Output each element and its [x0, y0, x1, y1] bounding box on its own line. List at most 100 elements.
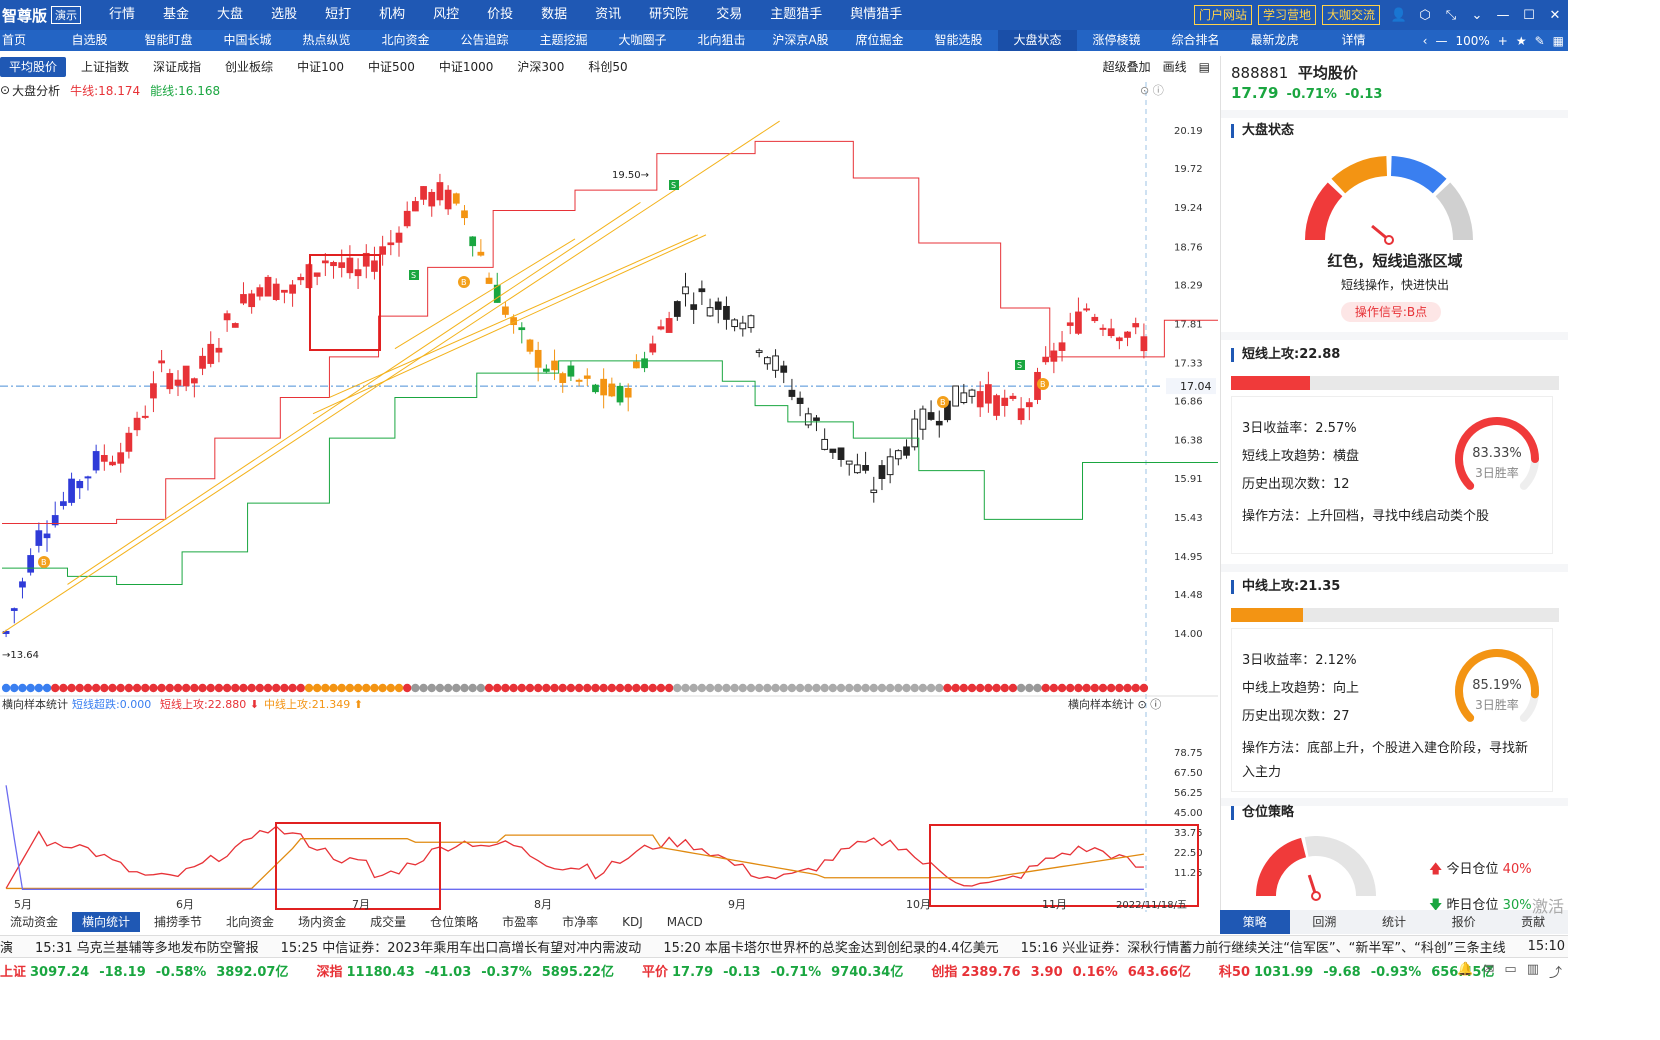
state-dot — [362, 683, 371, 693]
subtab-item[interactable]: 上证指数 — [81, 60, 130, 74]
news-item[interactable]: 15:10 ! — [1527, 939, 1568, 954]
trend-icon[interactable]: ⤴ — [1548, 966, 1562, 981]
tab-item[interactable]: 主题挖掘 — [539, 33, 588, 47]
menu-item[interactable]: 交易 — [716, 7, 743, 22]
tab-item[interactable]: 北向狙击 — [697, 33, 746, 47]
tab-item[interactable]: 大咖圈子 — [618, 33, 667, 47]
subtab-item[interactable]: 平均股价 — [0, 57, 67, 77]
indicator-tab[interactable]: 横向统计 — [72, 912, 141, 932]
maximize-icon[interactable]: ☐ — [1523, 7, 1535, 23]
chevron-down-icon[interactable]: ⌄ — [1471, 7, 1483, 23]
dropdown-icon[interactable]: ⊙ — [0, 83, 11, 97]
menu-item[interactable]: 行情 — [109, 7, 136, 22]
news-item[interactable]: 15:31 乌克兰基辅等多地发布防空警报 — [35, 941, 259, 956]
main-chart[interactable]: 20.19 19.72 19.24 18.76 18.29 17.81 17.33 16.86… — [0, 82, 1218, 912]
news-item[interactable]: 15:25 中信证券：2023年乘用车出口高增长有望对冲内需波动 — [280, 941, 642, 956]
tab-item[interactable]: 席位掘金 — [855, 33, 904, 47]
tab-item[interactable]: 智能盯盘 — [144, 33, 193, 47]
zoom-in-icon[interactable]: + — [1497, 33, 1508, 48]
settings-icon[interactable]: ⬡ — [1419, 7, 1431, 23]
menu-item[interactable]: 价投 — [487, 7, 514, 22]
pen-icon[interactable]: ✎ — [1534, 33, 1545, 48]
indicator-tab[interactable]: 北向资金 — [226, 915, 275, 929]
subtab-item[interactable]: 中证1000 — [438, 60, 494, 74]
super-overlay-button[interactable]: 超级叠加 — [1102, 60, 1151, 74]
subtab-item[interactable]: 中证100 — [297, 60, 344, 74]
grid-icon[interactable]: ▤ — [1198, 60, 1210, 74]
tab-item[interactable]: 热点纵览 — [302, 33, 351, 47]
news-item[interactable]: 演 — [0, 941, 14, 956]
bell-icon[interactable]: 🔔 — [1457, 962, 1474, 977]
indicator-tab[interactable]: KDJ — [622, 915, 643, 929]
indicator-tab[interactable]: MACD — [666, 915, 703, 929]
indicator-tab[interactable]: 流动资金 — [10, 915, 59, 929]
tab-item[interactable]: 涨停棱镜 — [1092, 33, 1141, 47]
menu-item[interactable]: 短打 — [325, 7, 352, 22]
state-dot — [648, 683, 657, 693]
monitor-icon[interactable]: ▭ — [1504, 962, 1517, 977]
indicator-tab[interactable]: 成交量 — [370, 915, 407, 929]
menu-item[interactable]: 大盘 — [217, 7, 244, 22]
indicator-tab[interactable]: 市净率 — [562, 915, 599, 929]
menu-item[interactable]: 研究院 — [649, 7, 689, 22]
subtab-item[interactable]: 沪深300 — [517, 60, 565, 74]
mail-icon[interactable]: ✉ — [1483, 962, 1495, 977]
index-quote[interactable]: 创指 2389.76 3.90 0.16% 643.66亿 — [931, 961, 1201, 980]
right-tab[interactable]: 报价 — [1451, 915, 1476, 929]
menu-item[interactable]: 基金 — [163, 7, 190, 22]
tab-item[interactable]: 中国长城 — [223, 33, 272, 47]
chevron-left-icon[interactable]: ‹ — [1422, 33, 1428, 48]
y-tick-label: 16.38 — [1174, 436, 1203, 447]
portal-button[interactable]: 门户网站 — [1193, 5, 1252, 25]
menu-item[interactable]: 风控 — [433, 7, 460, 22]
menu-item[interactable]: 主题猎手 — [770, 7, 823, 22]
index-quote[interactable]: 上证 3097.24 -18.19 -0.58% 3892.07亿 — [0, 961, 298, 980]
index-quote[interactable]: 平价 17.79 -0.13 -0.71% 9740.34亿 — [642, 961, 913, 980]
layout-icon[interactable]: ▦ — [1552, 33, 1564, 48]
tab-item[interactable]: 智能选股 — [934, 33, 983, 47]
chart-icon[interactable]: ▥ — [1526, 962, 1539, 977]
community-button[interactable]: 大咖交流 — [1321, 5, 1380, 25]
tab-item[interactable]: 最新龙虎 — [1250, 33, 1299, 47]
right-tab[interactable]: 回溯 — [1312, 915, 1337, 929]
collapse-icon[interactable]: ⤡ — [1445, 7, 1457, 23]
right-tab[interactable]: 贡献 — [1521, 915, 1546, 929]
learning-button[interactable]: 学习营地 — [1257, 5, 1316, 25]
subtab-item[interactable]: 中证500 — [367, 60, 415, 74]
menu-item[interactable]: 机构 — [379, 7, 406, 22]
index-quote[interactable]: 科50 1031.99 -9.68 -0.93% 656.45亿 — [1219, 961, 1504, 980]
demo-badge[interactable]: 演示 — [51, 6, 82, 24]
indicator-tab[interactable]: 市盈率 — [502, 915, 539, 929]
tab-item[interactable]: 公告追踪 — [460, 33, 509, 47]
tab-item[interactable]: 沪深京A股 — [772, 33, 829, 47]
tab-item[interactable]: 详情 — [1341, 33, 1366, 47]
indicator-tab[interactable]: 场内资金 — [298, 915, 347, 929]
news-item[interactable]: 15:16 兴业证券：深秋行情蓄力前行继续关注“信军医”、“新半军”、“科创”三… — [1020, 941, 1506, 956]
menu-item[interactable]: 数据 — [541, 7, 568, 22]
signal-badge[interactable]: 操作信号:B点 — [1341, 302, 1441, 322]
neng-line-value: 能线:16.168 — [150, 83, 221, 98]
menu-item[interactable]: 舆情猎手 — [850, 7, 903, 22]
right-tab[interactable]: 统计 — [1381, 915, 1406, 929]
menu-item[interactable]: 资讯 — [595, 7, 622, 22]
user-icon[interactable]: 👤 — [1390, 7, 1408, 23]
tab-item[interactable]: 北向资金 — [381, 33, 430, 47]
news-item[interactable]: 15:20 本届卡塔尔世界杯的总奖金达到创纪录的4.4亿美元 — [663, 941, 999, 956]
zoom-out-icon[interactable]: — — [1435, 33, 1448, 48]
indicator-tab[interactable]: 捕捞季节 — [154, 915, 203, 929]
subtab-item[interactable]: 科创50 — [588, 60, 628, 74]
close-icon[interactable]: ✕ — [1549, 7, 1561, 23]
star-icon[interactable]: ★ — [1515, 33, 1527, 48]
tab-item[interactable]: 综合排名 — [1171, 33, 1220, 47]
subtab-item[interactable]: 深证成指 — [153, 60, 202, 74]
right-tab[interactable]: 策略 — [1220, 910, 1290, 934]
draw-line-button[interactable]: 画线 — [1162, 60, 1187, 74]
index-quote[interactable]: 深指 11180.43 -41.03 -0.37% 5895.22亿 — [316, 961, 624, 980]
subtab-item[interactable]: 创业板综 — [225, 60, 274, 74]
tab-item[interactable]: 首页 — [2, 33, 27, 47]
minimize-icon[interactable]: — — [1496, 7, 1510, 23]
tab-item[interactable]: 大盘状态 — [998, 30, 1077, 51]
indicator-tab[interactable]: 仓位策略 — [430, 915, 479, 929]
tab-item[interactable]: 自选股 — [71, 33, 108, 47]
menu-item[interactable]: 选股 — [271, 7, 298, 22]
